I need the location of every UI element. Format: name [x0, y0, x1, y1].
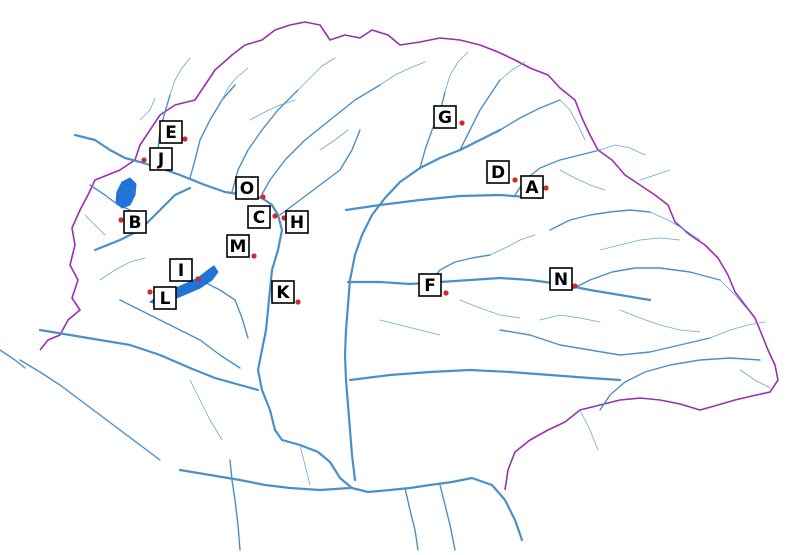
marker-e: E	[159, 120, 183, 144]
marker-label-d: D	[491, 163, 505, 183]
marker-o: O	[235, 176, 259, 200]
dot-i	[195, 276, 201, 282]
marker-label-a: A	[525, 178, 539, 198]
koros-river	[344, 193, 542, 212]
marker-h: H	[285, 210, 309, 234]
marker-label-e: E	[165, 123, 177, 143]
dot-f	[443, 290, 449, 296]
marker-label-n: N	[554, 270, 568, 290]
marker-label-f: F	[424, 276, 436, 296]
marker-label-m: M	[230, 237, 247, 257]
dot-c	[272, 213, 278, 219]
marker-label-l: L	[160, 289, 171, 309]
bega-river	[348, 368, 622, 382]
marker-b: B	[123, 210, 147, 234]
dot-j	[141, 157, 147, 163]
dot-d	[512, 177, 518, 183]
dot-o	[260, 194, 266, 200]
mures-river	[346, 276, 652, 302]
marker-c: C	[247, 205, 271, 229]
marker-n: N	[549, 267, 573, 291]
marker-label-j: J	[157, 150, 164, 170]
marker-i: I	[169, 258, 193, 282]
marker-a: A	[520, 175, 544, 199]
raba-river	[93, 186, 192, 252]
marker-d: D	[486, 160, 510, 184]
rivers-main	[38, 128, 652, 542]
lake-neusiedl	[115, 177, 137, 209]
dot-l	[147, 289, 153, 295]
tisza-river	[343, 128, 502, 482]
marker-g: G	[433, 105, 457, 129]
sava-river	[178, 468, 352, 492]
marker-label-g: G	[438, 108, 452, 128]
marker-label-h: H	[290, 213, 304, 233]
danube-river	[73, 133, 524, 542]
country-border	[39, 21, 779, 491]
rivers-medium	[0, 79, 761, 551]
dot-k	[295, 299, 301, 305]
marker-labels: A B C D E F G H	[123, 105, 573, 310]
rivers-small	[84, 51, 771, 486]
marker-label-k: K	[276, 283, 290, 303]
marker-l: L	[153, 286, 177, 310]
marker-j: J	[149, 147, 173, 171]
marker-label-b: B	[129, 213, 142, 233]
dot-g	[459, 120, 465, 126]
drava-river	[38, 328, 260, 392]
dot-m	[251, 253, 257, 259]
marker-label-i: I	[178, 261, 184, 281]
dot-e	[182, 136, 188, 142]
dot-a	[543, 185, 549, 191]
marker-label-c: C	[253, 208, 265, 228]
marker-k: K	[271, 280, 295, 304]
marker-f: F	[418, 273, 442, 297]
marker-m: M	[226, 234, 250, 258]
dot-b	[118, 217, 124, 223]
marker-label-o: O	[240, 179, 254, 199]
dot-n	[572, 283, 578, 289]
